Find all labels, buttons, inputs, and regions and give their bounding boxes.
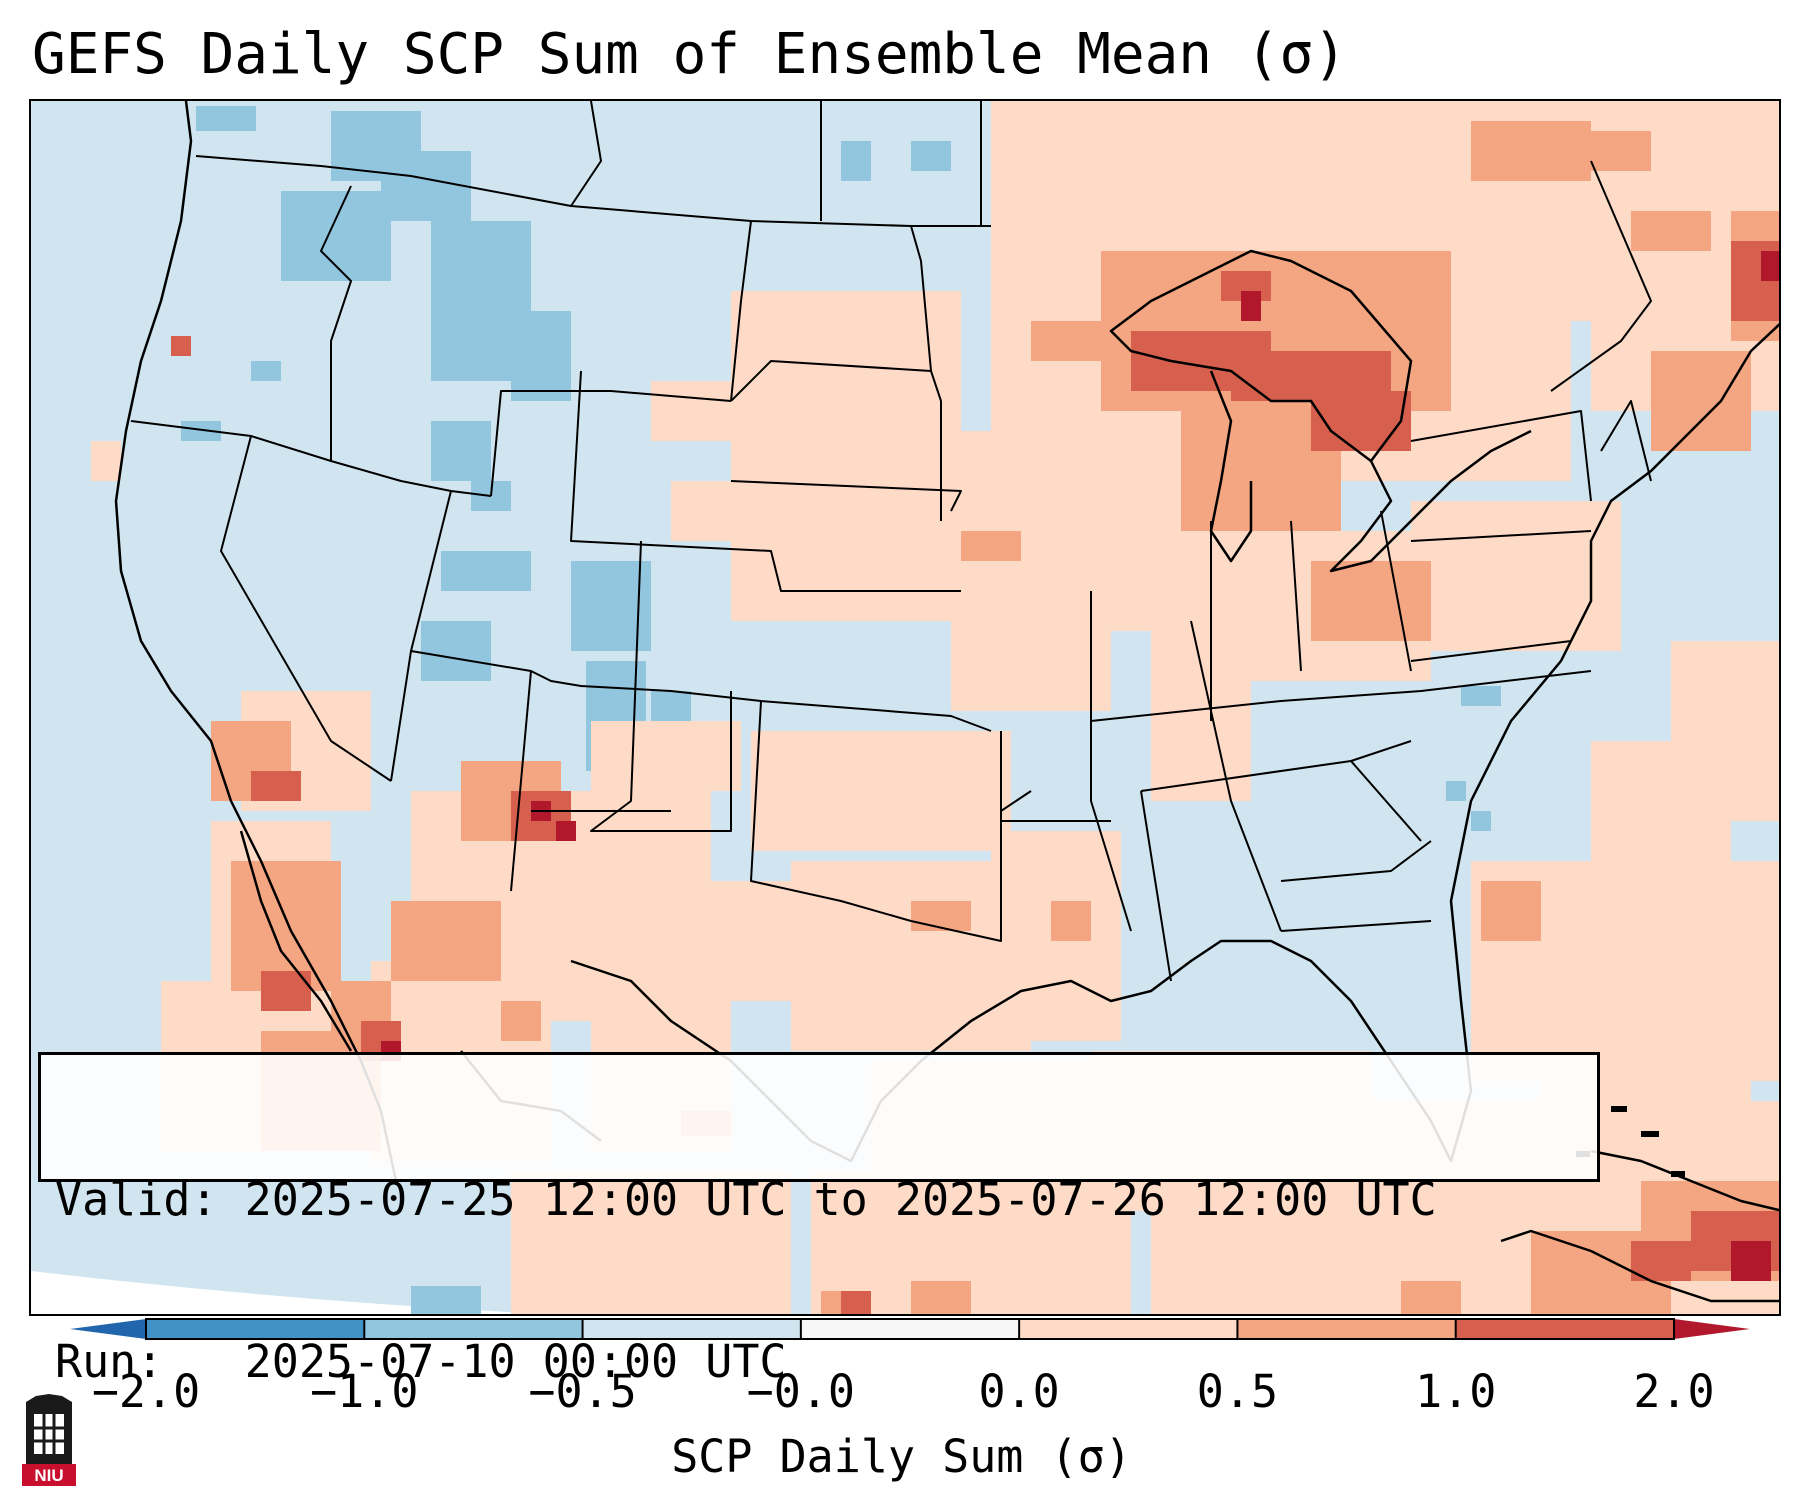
valid-value: 2025-07-25 12:00 UTC to 2025-07-26 12:00… [244,1173,1437,1226]
colorbar-extend-low [70,1319,146,1339]
colorbar-extend-high [1674,1319,1750,1339]
colorbar-tick-label: −0.0 [746,1365,856,1418]
colorbar-tick-label: 0.5 [1196,1365,1279,1418]
colorbar-bin [1019,1319,1238,1339]
run-value: 2025-07-10 00:00 UTC [244,1335,787,1388]
colorbar-bin [582,1319,802,1339]
colorbar-tick-label: 0.0 [978,1365,1060,1418]
colorbar-tick-label: 1.0 [1415,1365,1497,1418]
negative-anomaly-areas [181,106,1501,1314]
state-borders [130,101,1652,982]
colorbar-bin [1237,1319,1457,1339]
colorbar-tick-label: −1.0 [310,1365,419,1418]
colorbar-tick-label: −0.5 [528,1365,637,1418]
colorbar-label: SCP Daily Sum (σ) [671,1430,1132,1483]
valid-run-info-box: Valid: 2025-07-25 12:00 UTC to 2025-07-2… [38,1052,1600,1388]
colorbar-tick-label: 2.0 [1633,1365,1715,1418]
colorbar-bin [800,1319,1020,1339]
colorbar [70,1318,1750,1340]
logo-text: NIU [34,1466,63,1485]
strong-positive-areas [171,241,1779,1314]
run-label: Run: [55,1335,164,1388]
chart-title: GEFS Daily SCP Sum of Ensemble Mean (σ) [32,22,1347,87]
colorbar-bin [364,1319,584,1339]
valid-time-row: Valid: 2025-07-25 12:00 UTC to 2025-07-2… [55,1173,1583,1227]
colorbar-tick-label: −2.0 [91,1365,201,1418]
colorbar-bin [146,1319,365,1339]
niu-logo: NIU [22,1394,76,1486]
colorbar-bin [1455,1319,1675,1339]
run-time-row: Run: 2025-07-10 00:00 UTC [55,1335,1583,1389]
valid-label: Valid: [55,1173,218,1226]
